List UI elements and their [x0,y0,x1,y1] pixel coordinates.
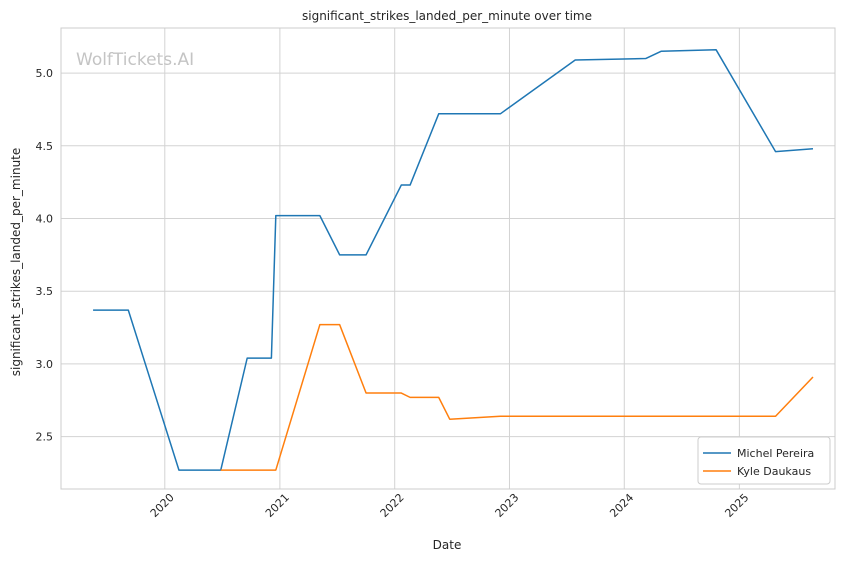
watermark: WolfTickets.AI [76,50,194,70]
y-axis-title: significant_strikes_landed_per_minute [9,148,23,377]
grid [61,28,835,489]
x-axis-title: Date [433,538,462,552]
legend-label-kyle-daukaus: Kyle Daukaus [737,465,811,478]
legend: Michel Pereira Kyle Daukaus [697,436,831,485]
legend-box [697,436,831,485]
y-tick-label: 3.5 [36,285,54,298]
plot-frame [60,27,836,490]
y-tick-label: 4.0 [36,213,54,226]
y-tick-label: 3.0 [36,358,54,371]
series-line-kyle-daukaus [220,323,814,471]
y-tick-label: 4.5 [36,140,54,153]
legend-label-michel-pereira: Michel Pereira [737,447,814,460]
y-tick-label: 2.5 [36,431,54,444]
series-line-michel-pereira [93,49,814,471]
chart-title: significant_strikes_landed_per_minute ov… [302,9,592,23]
series-lines [93,49,814,471]
y-tick-label: 5.0 [36,67,54,80]
